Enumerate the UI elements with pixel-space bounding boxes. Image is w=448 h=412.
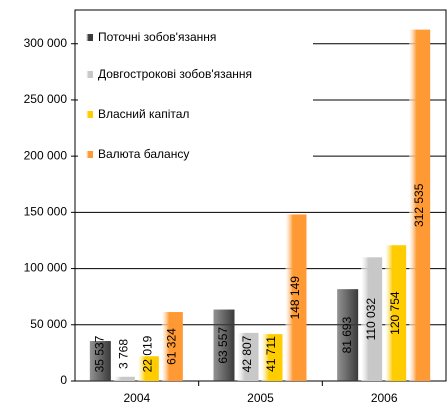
value-label: 312 535 — [412, 183, 426, 227]
legend-label: Власний капітал — [98, 107, 189, 121]
legend-label: Валюта балансу — [98, 147, 189, 161]
bar — [361, 257, 383, 381]
value-label: 120 754 — [388, 291, 402, 335]
plot-frame — [74, 9, 447, 382]
y-tick-label: 50 000 — [30, 317, 67, 331]
value-label: 148 149 — [288, 276, 302, 320]
bar — [237, 332, 259, 381]
bar — [261, 334, 283, 381]
value-label: 3 768 — [117, 339, 131, 369]
bar — [89, 341, 111, 381]
bar — [137, 356, 159, 381]
legend-swatch — [86, 71, 93, 78]
value-label: 42 807 — [240, 335, 254, 372]
value-label: 81 693 — [340, 316, 354, 353]
bar — [161, 312, 183, 381]
legend-box — [78, 20, 313, 172]
legend-label: Поточні зобов'язання — [98, 30, 216, 44]
x-tick-label: 2005 — [247, 391, 274, 405]
x-tick-label: 2004 — [123, 391, 150, 405]
x-tick-label: 2006 — [371, 391, 398, 405]
bar — [285, 214, 307, 381]
legend-label: Довгострокові зобов'язання — [98, 67, 252, 81]
y-tick-label: 300 000 — [24, 36, 68, 50]
y-tick-label: 250 000 — [24, 92, 68, 106]
legend-swatch — [86, 151, 93, 158]
value-label: 63 557 — [216, 327, 230, 364]
value-label: 61 324 — [165, 328, 179, 365]
legend-swatch — [86, 34, 93, 41]
y-tick-label: 150 000 — [24, 205, 68, 219]
value-label: 110 032 — [364, 298, 378, 341]
value-label: 41 711 — [264, 336, 278, 372]
legend-swatch — [86, 111, 93, 118]
value-label: 35 537 — [93, 335, 107, 372]
y-tick-label: 0 — [60, 373, 67, 387]
bar — [113, 376, 135, 381]
bar — [409, 29, 431, 382]
y-tick-label: 200 000 — [24, 148, 68, 162]
value-label: 22 019 — [141, 335, 155, 372]
bar — [337, 289, 359, 381]
y-tick-label: 100 000 — [24, 261, 68, 275]
bar — [385, 245, 407, 381]
bar — [213, 309, 235, 381]
